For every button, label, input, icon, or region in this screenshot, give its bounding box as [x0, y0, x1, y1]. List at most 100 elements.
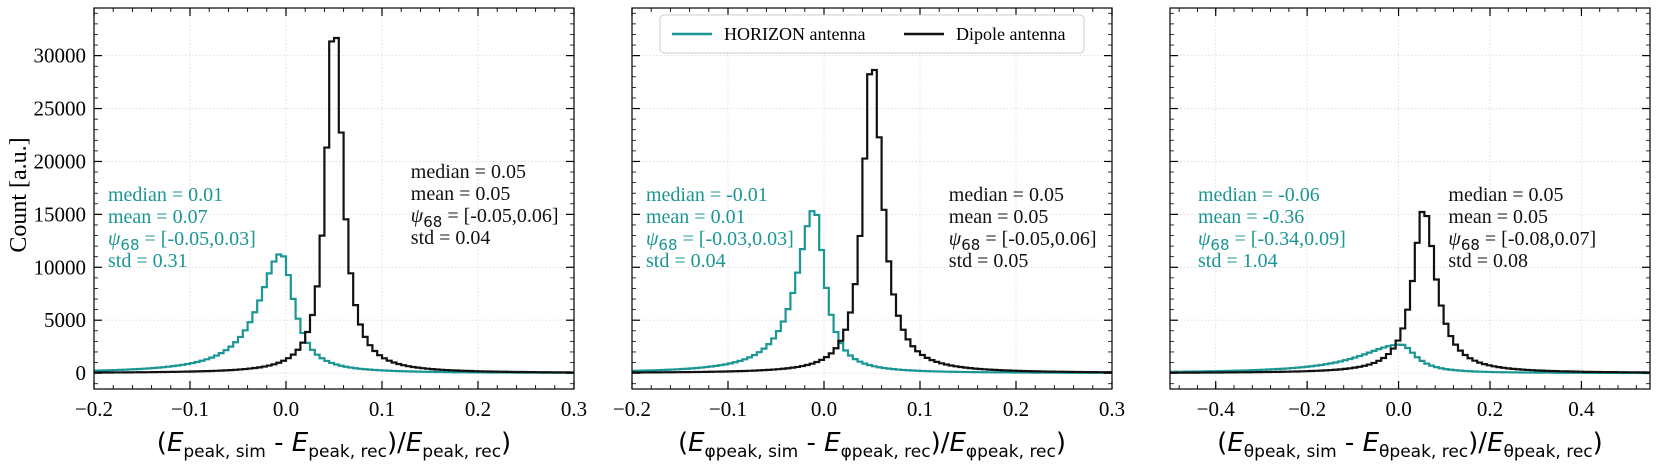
x-tick-label: 0.0	[811, 397, 837, 421]
x-axis-label-part: peak, rec	[422, 442, 501, 462]
x-axis-label-part: θpeak, rec	[1504, 442, 1593, 462]
psi-value: = [-0.34,0.09]	[1230, 228, 1346, 250]
stats-horizon: mean = 0.01	[646, 206, 746, 228]
y-tick-label: 30000	[34, 44, 87, 68]
x-axis-label-part: E	[688, 428, 705, 458]
x-axis-label-part: )	[501, 428, 511, 458]
histogram-horizon	[632, 210, 1112, 374]
x-axis-label-part: )	[1593, 428, 1603, 458]
y-axis-label: Count [a.u.]	[6, 137, 32, 252]
panel-2: −0.2 −0.1 0.0 0.1 0.2 0.3(Eφpeak, sim - Eφpea…	[613, 7, 1125, 462]
x-axis-label-part: E	[167, 428, 184, 458]
stats-dipole: median = 0.05	[949, 184, 1064, 206]
stats-dipole: ψ68 = [-0.05,0.06]	[949, 228, 1097, 254]
y-tick-label: 20000	[34, 149, 87, 173]
x-axis-label-part: E	[406, 428, 423, 458]
x-tick-label: 0.2	[1477, 397, 1503, 421]
x-axis-label-part: θpeak, sim	[1244, 442, 1337, 462]
x-tick-label: 0.3	[561, 397, 587, 421]
x-axis-label-part: (	[678, 428, 688, 458]
x-tick-label: −0.1	[709, 397, 747, 421]
psi-symbol: ψ	[1448, 228, 1461, 250]
stats-dipole: std = 0.08	[1448, 250, 1528, 272]
panel-1: −0.2 −0.1 0.0 0.1 0.2 0.3 0 5000 10000 15000 20000…	[34, 7, 587, 462]
axes-frame	[1169, 7, 1651, 390]
x-axis-label-part: E	[1363, 428, 1380, 458]
y-tick-label: 0	[76, 361, 87, 385]
x-tick-label: −0.1	[171, 397, 209, 421]
stats-dipole: mean = 0.05	[949, 206, 1049, 228]
stats-dipole: ψ68 = [-0.08,0.07]	[1448, 228, 1596, 254]
y-tick-label: 10000	[34, 255, 87, 279]
stats-horizon: std = 0.31	[108, 250, 188, 272]
x-axis-label: (Epeak, sim - Epeak, rec)/Epeak, rec)	[157, 428, 511, 462]
stats-horizon: std = 1.04	[1198, 250, 1278, 272]
x-tick-label: 0.1	[907, 397, 933, 421]
x-axis-label-part: θpeak, rec	[1379, 442, 1468, 462]
x-axis-label-part: )	[1056, 428, 1066, 458]
psi-value: = [-0.05,0.06]	[442, 205, 558, 227]
stats-dipole: mean = 0.05	[1448, 206, 1548, 228]
psi-subscript: 68	[1461, 236, 1480, 254]
x-axis-label-part: peak, sim	[183, 442, 265, 462]
histogram-horizon	[94, 253, 574, 374]
x-axis-label-part: E	[292, 428, 309, 458]
stats-dipole: std = 0.05	[949, 250, 1029, 272]
x-axis-label-part: )/	[931, 428, 950, 458]
legend-label-horizon: HORIZON antenna	[724, 24, 865, 44]
stats-horizon: mean = 0.07	[108, 206, 208, 228]
x-tick-label: 0.0	[273, 397, 299, 421]
x-tick-label: 0.4	[1568, 397, 1595, 421]
psi-subscript: 68	[961, 236, 980, 254]
psi-value: = [-0.05,0.03]	[140, 228, 256, 250]
stats-horizon: mean = -0.36	[1198, 206, 1304, 228]
stats-horizon: median = -0.01	[646, 184, 768, 206]
psi-symbol: ψ	[1198, 228, 1211, 250]
y-tick-label: 5000	[44, 308, 86, 332]
x-axis-label: (Eθpeak, sim - Eθpeak, rec)/Eθpeak, rec)	[1217, 428, 1603, 462]
legend-label-dipole: Dipole antenna	[956, 24, 1065, 44]
axes-frame	[631, 7, 1113, 390]
legend: HORIZON antenna Dipole antenna	[659, 14, 1085, 54]
psi-value: = [-0.03,0.03]	[678, 228, 794, 250]
x-axis-label: (Eφpeak, sim - Eφpeak, rec)/Eφpeak, rec)	[678, 428, 1066, 462]
x-axis-label-part: -	[798, 428, 824, 458]
x-tick-label: −0.4	[1197, 397, 1236, 421]
x-axis-label-part: (	[157, 428, 167, 458]
psi-subscript: 68	[1210, 236, 1229, 254]
x-axis-label-part: -	[266, 428, 292, 458]
stats-horizon: ψ68 = [-0.34,0.09]	[1198, 228, 1346, 254]
x-axis-label-part: )/	[387, 428, 406, 458]
x-axis-label-part: (	[1217, 428, 1227, 458]
legend-box	[659, 14, 1085, 54]
histogram-dipole	[94, 36, 574, 374]
stats-horizon: ψ68 = [-0.03,0.03]	[646, 228, 794, 254]
histogram-horizon	[1170, 343, 1650, 375]
x-axis-label-part: E	[1487, 428, 1504, 458]
x-axis-label-part: E	[949, 428, 966, 458]
x-tick-label: −0.2	[613, 397, 651, 421]
x-axis-label-part: φpeak, rec	[966, 442, 1056, 462]
stats-horizon: median = 0.01	[108, 184, 223, 206]
x-axis-label-part: )/	[1468, 428, 1487, 458]
stats-dipole: mean = 0.05	[411, 183, 511, 205]
y-tick-label: 25000	[34, 97, 87, 121]
panel-3: −0.4 −0.2 0.0 0.2 0.4(Eθpeak, sim - Eθpeak, …	[1169, 7, 1651, 462]
y-tick-label: 15000	[34, 202, 87, 226]
psi-symbol: ψ	[646, 228, 659, 250]
x-tick-label: 0.2	[1003, 397, 1029, 421]
psi-subscript: 68	[658, 236, 677, 254]
psi-symbol: ψ	[949, 228, 962, 250]
psi-value: = [-0.08,0.07]	[1480, 228, 1596, 250]
x-tick-label: 0.1	[369, 397, 395, 421]
stats-dipole: ψ68 = [-0.05,0.06]	[411, 205, 559, 231]
x-axis-label-part: E	[1227, 428, 1244, 458]
x-axis-label-part: E	[824, 428, 841, 458]
stats-dipole: median = 0.05	[1448, 184, 1563, 206]
stats-horizon: ψ68 = [-0.05,0.03]	[108, 228, 256, 254]
stats-horizon: median = -0.06	[1198, 184, 1320, 206]
x-tick-label: 0.3	[1099, 397, 1125, 421]
x-axis-label-part: -	[1337, 428, 1363, 458]
psi-value: = [-0.05,0.06]	[980, 228, 1096, 250]
